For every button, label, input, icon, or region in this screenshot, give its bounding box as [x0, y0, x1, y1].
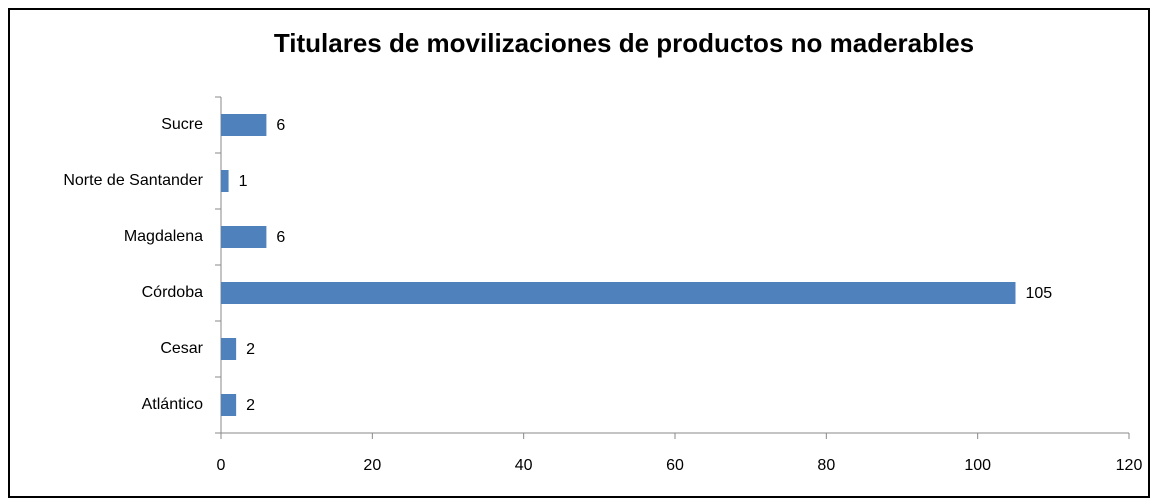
x-tick-label: 20 [363, 457, 381, 474]
bar [221, 226, 267, 248]
bar [221, 394, 237, 416]
data-label: 2 [246, 397, 255, 414]
y-tick-label: Magdalena [124, 228, 203, 245]
data-label: 6 [276, 117, 285, 134]
bar [221, 338, 237, 360]
y-tick-label: Cesar [160, 340, 203, 357]
chart-frame [8, 8, 1150, 498]
chart-title: Titulares de movilizaciones de productos… [274, 28, 974, 58]
data-label: 105 [1026, 285, 1053, 302]
y-tick-label: Atlántico [142, 396, 203, 413]
y-tick-label: Norte de Santander [63, 172, 203, 189]
bar [221, 282, 1016, 304]
x-tick-label: 120 [1116, 457, 1143, 474]
y-tick-label: Córdoba [142, 284, 203, 301]
x-tick-label: 60 [666, 457, 684, 474]
x-tick-label: 0 [217, 457, 226, 474]
data-label: 2 [246, 341, 255, 358]
data-label: 1 [239, 173, 248, 190]
x-tick-label: 40 [515, 457, 533, 474]
data-label: 6 [276, 229, 285, 246]
x-tick-label: 100 [964, 457, 991, 474]
bar [221, 170, 229, 192]
y-tick-label: Sucre [161, 116, 203, 133]
x-tick-label: 80 [817, 457, 835, 474]
bar [221, 114, 267, 136]
